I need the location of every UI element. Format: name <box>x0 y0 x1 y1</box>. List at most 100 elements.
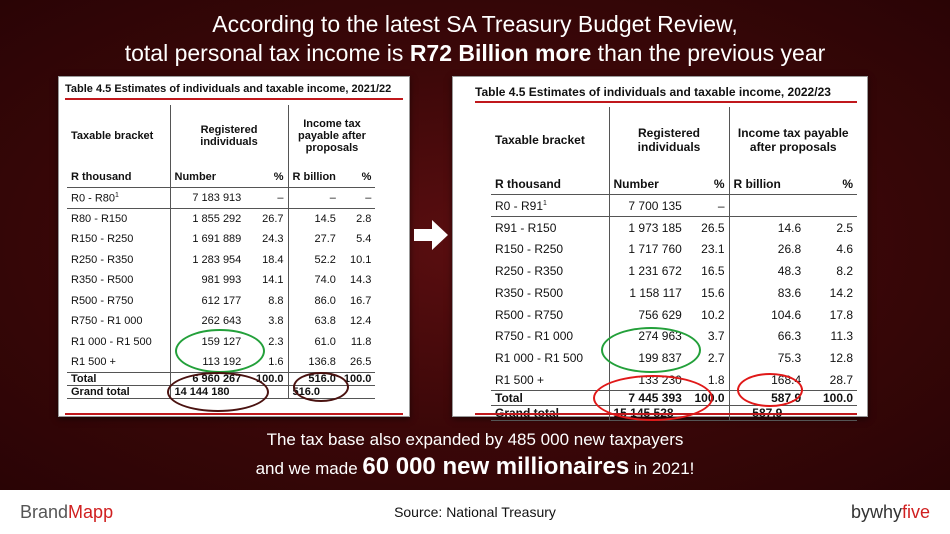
grand-total-r-billion: 516.0 <box>287 385 340 400</box>
pct-cell: 14.2 <box>805 282 857 304</box>
table-row: R1 500 + 133 230 1.8 168.4 28.7 <box>491 369 857 391</box>
r-billion-cell: 14.6 <box>728 216 806 239</box>
r-billion-cell: 66.3 <box>728 325 806 348</box>
bracket-cell: R250 - R350 <box>491 260 609 282</box>
total-label: Total <box>67 372 170 386</box>
table-2021-22: Taxable bracket Registered individuals I… <box>67 105 376 400</box>
r-billion-cell-text: 27.7 <box>314 233 336 246</box>
pct-cell: 11.3 <box>805 326 857 348</box>
r-billion-cell: 61.0 <box>287 331 340 353</box>
pct-cell: – <box>685 194 729 218</box>
pct-cell-text: 14.2 <box>829 285 853 300</box>
table-row: R500 - R750 756 629 10.2 104.6 17.8 <box>491 303 857 326</box>
pct-cell: 2.8 <box>340 208 376 229</box>
r-billion-cell-text: 168.4 <box>771 372 802 387</box>
brand-left-a: Brand <box>20 502 69 522</box>
number-cell-text: 7 183 913 <box>192 191 242 204</box>
table-2021-22-panel: Table 4.5 Estimates of individuals and t… <box>58 76 410 417</box>
r-billion-cell-text: 14.5 <box>314 212 336 225</box>
number-cell: 1 231 672 <box>608 260 686 282</box>
sub-r-thousand: R thousand <box>491 173 609 196</box>
bracket-cell: R250 - R350 <box>67 249 170 270</box>
pct-cell: 26.7 <box>245 208 288 229</box>
number-cell-text: 262 643 <box>201 315 242 328</box>
table-row: R250 - R350 1 231 672 16.5 48.3 8.2 <box>491 260 857 282</box>
pct-cell-text: 14.1 <box>262 274 284 287</box>
number-cell-text: 1 717 760 <box>628 242 682 257</box>
bracket-cell-text: R91 - R150 <box>495 220 557 235</box>
caption-line-2: and we made 60 000 new millionaires in 2… <box>0 453 950 481</box>
total-number: 6 960 267 <box>169 372 246 386</box>
pct-cell: 23.1 <box>686 238 729 260</box>
bracket-cell-text: R250 - R350 <box>495 264 564 279</box>
total-row: Total 7 445 393 100.0 587.9 100.0 <box>491 390 857 406</box>
pct-cell: 10.1 <box>340 249 376 270</box>
table-row: R0 - R801 7 183 913 – – – <box>67 187 376 209</box>
bywhyfive-logo: bywhyfive <box>851 502 930 523</box>
r-billion-cell: 104.6 <box>728 303 806 326</box>
number-cell: 1 973 185 <box>608 216 686 239</box>
brand-left-b: Mapp <box>68 502 114 522</box>
grand-total-row: Grand total 14 144 180 516.0 <box>67 385 376 400</box>
total-pct: 100.0 <box>805 390 857 406</box>
pct-cell-text: 11.3 <box>830 329 853 344</box>
caption-line-1: The tax base also expanded by 485 000 ne… <box>266 430 684 449</box>
footnote-marker: 1 <box>543 199 547 207</box>
caption-line-2-big: 60 000 new millionaires <box>362 453 630 480</box>
table-row: R1 000 - R1 500 199 837 2.7 75.3 12.8 <box>491 347 857 370</box>
pct-cell-text: 16.5 <box>701 264 725 279</box>
table-row: R1 500 + 113 192 1.6 136.8 26.5 <box>67 352 375 373</box>
headline-line-2-post: than the previous year <box>591 40 826 66</box>
pct-cell-text: 24.3 <box>262 233 284 246</box>
headline-line-2-bold: R72 Billion more <box>409 40 592 66</box>
r-billion-cell-text: 74.0 <box>314 274 336 287</box>
number-cell: 756 629 <box>608 303 686 326</box>
r-billion-cell: 86.0 <box>287 290 340 312</box>
bracket-cell-text: R80 - R150 <box>71 212 128 225</box>
number-cell: 1 691 889 <box>169 228 246 250</box>
pct-cell-text: 5.4 <box>356 233 372 246</box>
pct-cell-text: 2.5 <box>836 220 853 235</box>
pct-cell: 26.5 <box>686 217 729 239</box>
headline: According to the latest SA Treasury Budg… <box>0 10 950 68</box>
r-billion-cell: 75.3 <box>728 347 806 370</box>
pct-cell: 24.3 <box>245 229 288 250</box>
pct-cell: 2.3 <box>245 332 288 353</box>
table-row: R350 - R500 1 158 117 15.6 83.6 14.2 <box>491 281 857 304</box>
number-cell-text: 981 993 <box>201 274 242 287</box>
bracket-cell: R0 - R911 <box>491 194 609 218</box>
r-billion-cell: 27.7 <box>287 228 340 250</box>
pct-cell-text: – <box>277 191 284 204</box>
r-billion-cell-text: 14.6 <box>777 220 802 235</box>
pct-cell: 17.8 <box>805 304 857 326</box>
pct-cell: 12.4 <box>340 311 376 332</box>
pct-cell-text: 2.8 <box>356 212 372 225</box>
r-billion-cell: – <box>287 187 340 209</box>
r-billion-cell-text: 104.6 <box>771 307 802 322</box>
number-cell-text: 756 629 <box>638 307 682 322</box>
pct-cell-text: 18.4 <box>262 253 284 266</box>
bracket-cell: R1 500 + <box>491 369 609 391</box>
number-cell-text: 274 963 <box>638 329 682 344</box>
bracket-cell: R350 - R500 <box>491 282 609 304</box>
pct-cell: 11.8 <box>340 332 376 353</box>
number-cell-text: 1 691 889 <box>192 233 242 246</box>
bracket-cell: R1 000 - R1 500 <box>491 347 609 369</box>
header-registered: Registered individuals <box>169 105 288 167</box>
bracket-cell-text: R150 - R250 <box>495 242 564 257</box>
r-billion-cell-text: 83.6 <box>777 285 802 300</box>
table-row: R150 - R250 1 717 760 23.1 26.8 4.6 <box>491 238 857 261</box>
number-cell: 1 158 117 <box>608 281 686 304</box>
pct-cell-text: 23.1 <box>701 242 725 257</box>
table-row: R1 000 - R1 500 159 127 2.3 61.0 11.8 <box>67 331 376 353</box>
number-cell: 1 283 954 <box>169 249 246 270</box>
bracket-cell: R1 500 + <box>67 352 170 373</box>
pct-cell: – <box>245 187 288 209</box>
bracket-cell-text: R500 - R750 <box>495 307 564 322</box>
pct-cell-text: 14.3 <box>350 274 372 287</box>
pct-cell-text: 26.5 <box>701 220 725 235</box>
pct-cell: 26.5 <box>340 352 376 373</box>
pct-cell: 8.8 <box>245 291 288 312</box>
total-r-billion: 587.9 <box>728 390 806 406</box>
pct-cell-text: 26.7 <box>262 212 284 225</box>
